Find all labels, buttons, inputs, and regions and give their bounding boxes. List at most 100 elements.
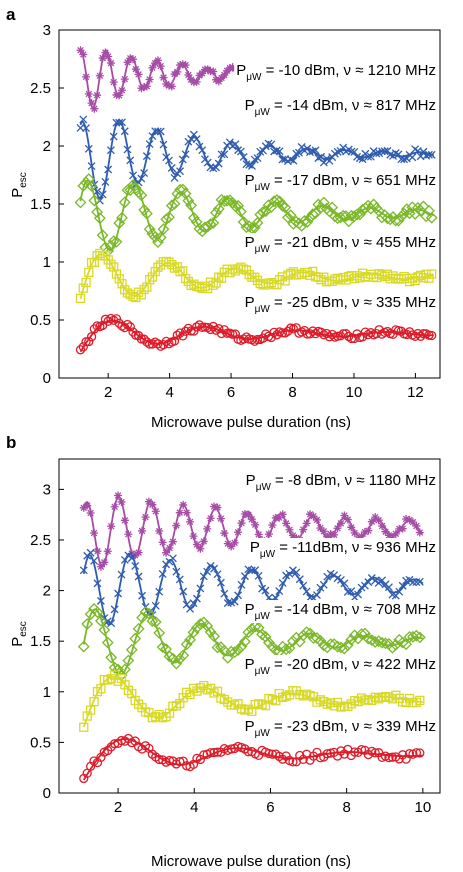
data-point xyxy=(157,223,170,236)
data-point xyxy=(228,63,237,72)
data-point xyxy=(237,519,246,528)
data-point xyxy=(104,165,113,174)
data-point xyxy=(162,79,171,88)
data-point xyxy=(96,562,105,571)
data-point xyxy=(177,649,190,662)
data-point xyxy=(400,155,409,164)
data-point xyxy=(252,334,263,345)
data-point xyxy=(405,515,414,524)
data-point xyxy=(299,525,308,534)
series-label: PμW = -8 dBm, ν ≈ 1180 MHz xyxy=(246,472,436,493)
data-point xyxy=(117,86,126,95)
data-point xyxy=(191,621,203,634)
data-point xyxy=(364,526,373,535)
data-point xyxy=(172,330,182,340)
data-point xyxy=(173,67,182,76)
data-point xyxy=(125,322,135,332)
data-point xyxy=(155,527,164,536)
series-label: PμW = -10 dBm, ν ≈ 1210 MHz xyxy=(236,62,436,83)
data-point xyxy=(359,627,371,640)
series-label-backing xyxy=(247,538,438,561)
data-point xyxy=(306,510,315,519)
data-point xyxy=(210,564,219,573)
data-point xyxy=(268,521,277,530)
data-point xyxy=(217,150,226,159)
data-point xyxy=(410,629,423,642)
data-point xyxy=(324,638,337,651)
series-label-rest: = -14 dBm, ν ≈ 817 MHz xyxy=(270,97,436,114)
data-point xyxy=(350,528,359,537)
data-point xyxy=(175,508,184,517)
data-point xyxy=(203,567,212,576)
data-point xyxy=(380,147,389,156)
data-point xyxy=(167,82,176,91)
data-point xyxy=(93,187,102,196)
data-point xyxy=(350,147,359,156)
data-point xyxy=(216,273,227,283)
data-point xyxy=(362,632,375,645)
data-point xyxy=(206,514,215,523)
data-point xyxy=(145,140,154,149)
series-label-p: P xyxy=(246,472,256,489)
data-point xyxy=(214,272,224,282)
data-point xyxy=(309,207,322,220)
data-point xyxy=(89,696,99,707)
data-point xyxy=(103,547,112,556)
panel-b-frame xyxy=(58,458,441,794)
data-point xyxy=(408,153,417,162)
data-point xyxy=(145,75,154,84)
data-point xyxy=(179,500,188,509)
data-point xyxy=(415,748,425,758)
data-point xyxy=(220,529,229,538)
data-point xyxy=(89,257,99,268)
data-point xyxy=(400,203,413,216)
x-tick-label: 6 xyxy=(227,384,235,401)
data-point xyxy=(427,269,437,279)
data-point xyxy=(391,529,400,538)
data-point xyxy=(81,337,91,347)
data-point xyxy=(175,575,184,584)
data-point xyxy=(410,331,420,341)
panel-b-data xyxy=(77,491,426,784)
data-point xyxy=(189,599,198,608)
data-point xyxy=(77,179,90,192)
data-point xyxy=(210,206,222,219)
data-point xyxy=(176,61,185,70)
data-point xyxy=(184,633,196,646)
data-point xyxy=(349,273,359,284)
data-point xyxy=(176,183,189,196)
data-point xyxy=(301,216,314,228)
series-label-p: P xyxy=(250,539,260,556)
data-point xyxy=(151,601,160,610)
data-point xyxy=(197,283,207,294)
series-label-p: P xyxy=(245,294,255,311)
data-point xyxy=(199,537,208,546)
data-point xyxy=(217,73,226,82)
data-point xyxy=(415,695,425,706)
data-point xyxy=(204,626,217,638)
data-point xyxy=(218,195,231,208)
data-point xyxy=(244,510,253,519)
data-point xyxy=(135,189,148,202)
data-point xyxy=(111,269,122,279)
data-point xyxy=(398,581,407,590)
data-point xyxy=(168,537,177,546)
data-point xyxy=(162,548,171,557)
data-point xyxy=(96,596,105,605)
data-point xyxy=(230,538,239,547)
data-point xyxy=(425,211,438,224)
panel-b-x-ticks: 2 4 6 8 10 xyxy=(114,788,431,816)
data-point xyxy=(82,124,90,132)
data-point xyxy=(230,329,241,339)
series-points-x xyxy=(76,115,436,205)
data-point xyxy=(159,73,168,82)
data-point xyxy=(87,162,96,171)
data-point xyxy=(278,155,287,164)
panel-b-y-ticks: 0 0.5 1 1.5 2 2.5 3 xyxy=(30,481,64,802)
data-point xyxy=(427,150,436,159)
data-point xyxy=(331,640,344,653)
data-point xyxy=(120,516,129,525)
data-point xyxy=(129,182,142,195)
data-point xyxy=(203,283,213,294)
data-point xyxy=(140,82,149,91)
